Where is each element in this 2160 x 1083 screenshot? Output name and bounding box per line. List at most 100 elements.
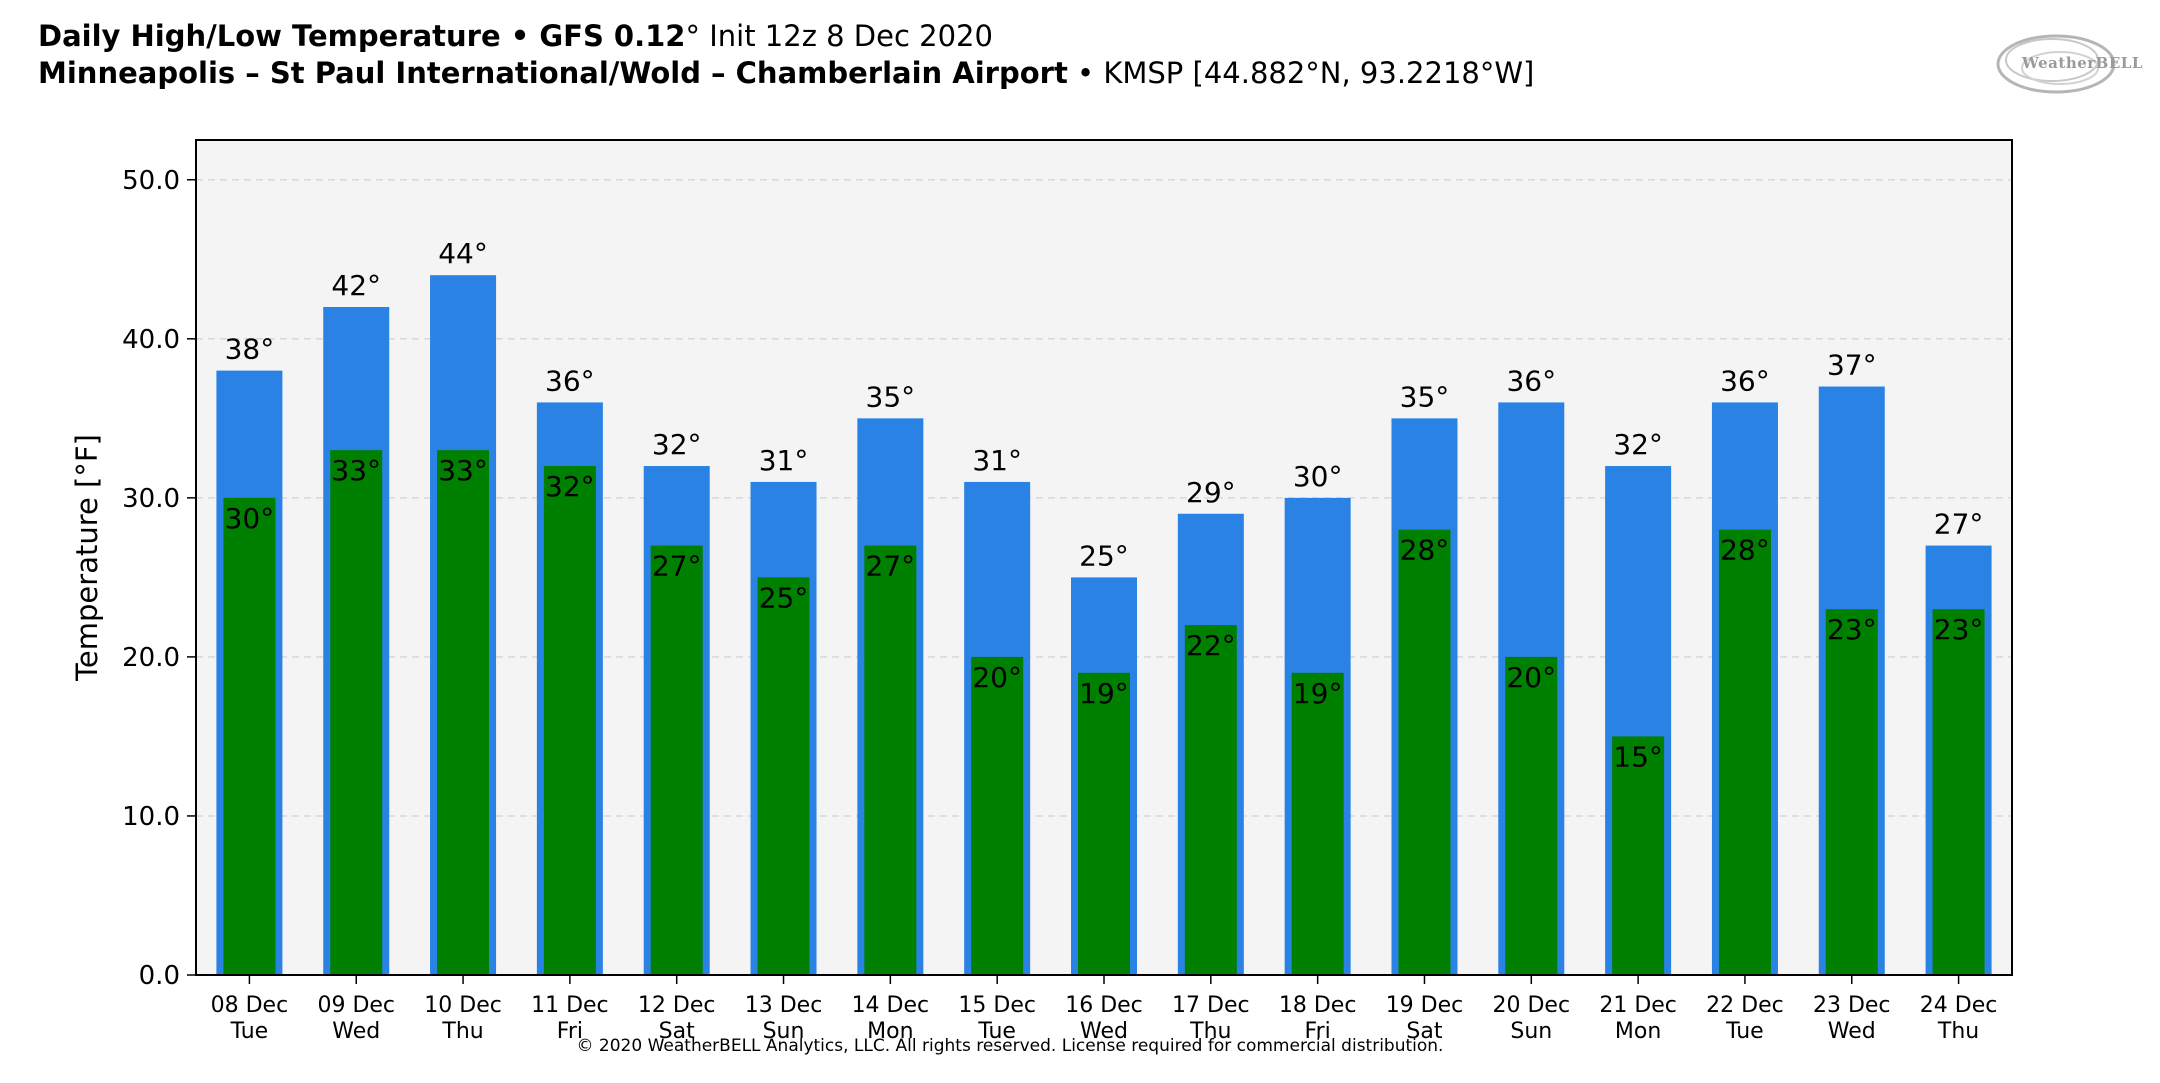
title-line-1: Daily High/Low Temperature • GFS 0.12° I… [38, 18, 1534, 55]
y-axis-label: Temperature [°F] [70, 434, 104, 682]
low-value-label: 20° [972, 661, 1022, 694]
low-bar [330, 450, 383, 976]
title-line-2: Minneapolis – St Paul International/Wold… [38, 55, 1534, 92]
logo-swirl-icon [1996, 34, 2116, 94]
x-tick-weekday: Tue [1725, 1019, 1764, 1044]
x-tick-weekday: Thu [1189, 1019, 1231, 1044]
weatherbell-logo: WeatherBELL [1994, 30, 2142, 98]
low-value-label: 27° [652, 550, 702, 583]
low-bar [1932, 609, 1985, 975]
x-tick-weekday: Thu [441, 1019, 483, 1044]
high-value-label: 30° [1293, 460, 1343, 493]
logo-text: WeatherBELL [2022, 54, 2143, 72]
y-tick-label: 0.0 [139, 961, 180, 991]
high-value-label: 31° [972, 444, 1022, 477]
low-bar [757, 577, 810, 975]
x-tick-weekday: Wed [1080, 1019, 1128, 1044]
low-bar [971, 656, 1024, 975]
x-tick-weekday: Sat [659, 1019, 695, 1044]
low-value-label: 23° [1827, 613, 1877, 646]
y-tick-label: 30.0 [122, 484, 180, 514]
x-tick-date: 10 Dec [424, 993, 502, 1018]
y-tick-label: 20.0 [122, 643, 180, 673]
low-value-label: 20° [1506, 661, 1556, 694]
high-value-label: 32° [1613, 428, 1663, 461]
low-bar [864, 545, 917, 975]
x-tick-date: 20 Dec [1493, 993, 1571, 1018]
chart-header: Daily High/Low Temperature • GFS 0.12° I… [38, 18, 1534, 92]
low-value-label: 33° [438, 454, 488, 487]
x-tick-date: 15 Dec [958, 993, 1036, 1018]
high-value-label: 36° [545, 364, 595, 397]
high-value-label: 35° [866, 380, 916, 413]
x-tick-weekday: Wed [1828, 1019, 1876, 1044]
low-value-label: 27° [866, 550, 916, 583]
low-value-label: 32° [545, 470, 595, 503]
x-tick-date: 19 Dec [1386, 993, 1464, 1018]
high-value-label: 25° [1079, 539, 1129, 572]
x-tick-weekday: Fri [1305, 1019, 1331, 1044]
x-tick-date: 13 Dec [745, 993, 823, 1018]
copyright-notice: © 2020 WeatherBELL Analytics, LLC. All r… [576, 1036, 1444, 1056]
high-value-label: 44° [438, 237, 488, 270]
low-value-label: 23° [1934, 613, 1984, 646]
x-tick-date: 14 Dec [852, 993, 930, 1018]
x-tick-weekday: Thu [1937, 1019, 1979, 1044]
x-tick-date: 24 Dec [1920, 993, 1998, 1018]
chart-title: Daily High/Low Temperature • GFS 0.12 [38, 19, 686, 53]
x-tick-date: 18 Dec [1279, 993, 1357, 1018]
high-value-label: 35° [1400, 380, 1450, 413]
x-tick-date: 12 Dec [638, 993, 716, 1018]
high-value-label: 38° [225, 333, 275, 366]
low-value-label: 25° [759, 581, 809, 614]
low-value-label: 28° [1400, 534, 1450, 567]
x-tick-date: 11 Dec [531, 993, 609, 1018]
high-value-label: 27° [1934, 508, 1984, 541]
x-tick-weekday: Tue [977, 1019, 1016, 1044]
init-time: Init 12z 8 Dec 2020 [700, 19, 993, 53]
low-bar [1718, 529, 1771, 975]
low-bar [1078, 672, 1130, 975]
low-bar [1398, 529, 1451, 975]
x-tick-date: 22 Dec [1706, 993, 1784, 1018]
y-tick-label: 50.0 [122, 166, 180, 196]
low-bar [1505, 656, 1558, 975]
high-value-label: 29° [1186, 476, 1236, 509]
low-bar [650, 545, 703, 975]
station-coords: • KMSP [44.882°N, 93.2218°W] [1067, 56, 1535, 90]
y-tick-label: 10.0 [122, 802, 180, 832]
y-tick-label: 40.0 [122, 325, 180, 355]
x-tick-date: 08 Dec [211, 993, 289, 1018]
x-tick-weekday: Sun [1510, 1019, 1552, 1044]
x-tick-weekday: Mon [1615, 1019, 1661, 1044]
low-bar [1291, 672, 1344, 975]
low-bar [1184, 625, 1237, 975]
low-bar [1612, 736, 1665, 975]
x-tick-weekday: Fri [557, 1019, 583, 1044]
x-tick-date: 21 Dec [1599, 993, 1677, 1018]
high-value-label: 42° [331, 269, 381, 302]
plot-frame [195, 139, 2013, 976]
x-tick-date: 23 Dec [1813, 993, 1891, 1018]
x-tick-weekday: Sat [1406, 1019, 1442, 1044]
x-tick-date: 16 Dec [1065, 993, 1143, 1018]
low-value-label: 15° [1613, 740, 1663, 773]
low-value-label: 22° [1186, 629, 1236, 662]
low-value-label: 19° [1293, 677, 1343, 710]
high-value-label: 31° [759, 444, 809, 477]
x-tick-date: 09 Dec [317, 993, 395, 1018]
low-value-label: 33° [331, 454, 381, 487]
low-bar [543, 466, 596, 975]
x-tick-weekday: Wed [332, 1019, 380, 1044]
high-value-label: 37° [1827, 349, 1877, 382]
x-tick-date: 17 Dec [1172, 993, 1250, 1018]
high-value-label: 36° [1720, 364, 1770, 397]
high-value-label: 36° [1506, 364, 1556, 397]
x-tick-weekday: Sun [763, 1019, 805, 1044]
low-value-label: 19° [1079, 677, 1129, 710]
low-bar [1825, 609, 1878, 975]
low-bar [223, 497, 276, 975]
low-value-label: 30° [225, 502, 275, 535]
x-tick-weekday: Tue [230, 1019, 269, 1044]
low-bar [437, 450, 490, 976]
